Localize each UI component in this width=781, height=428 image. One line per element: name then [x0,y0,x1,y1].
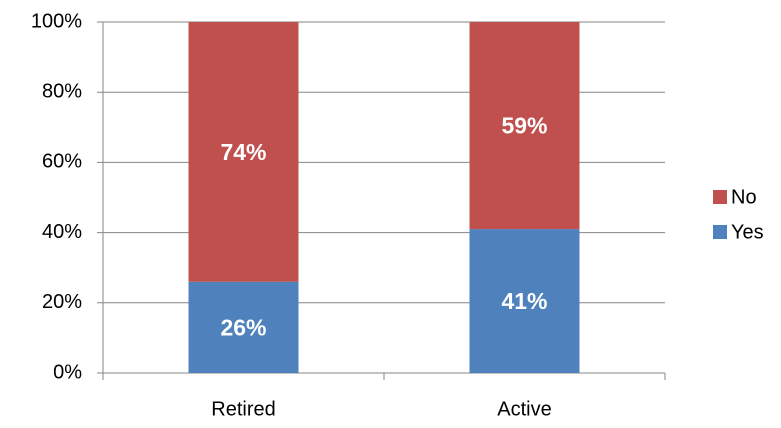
legend-label: No [731,186,757,208]
value-label: 41% [501,288,547,314]
y-tick-label: 60% [42,151,82,173]
legend-label: Yes [731,221,764,243]
value-label: 74% [220,139,266,165]
y-tick-label: 40% [42,221,82,243]
y-tick-label: 0% [53,361,82,383]
y-tick-label: 100% [31,10,82,32]
legend-swatch [713,190,727,204]
value-label: 26% [220,314,266,340]
bar-segment [469,229,580,373]
y-tick-label: 20% [42,291,82,313]
bar-segment [188,281,299,373]
bar-segment [469,22,580,230]
y-tick-label: 80% [42,80,82,102]
bar-segment [188,22,299,282]
legend-swatch [713,225,727,239]
x-tick-label: Retired [211,398,275,420]
value-label: 59% [501,113,547,139]
x-tick-label: Active [497,398,551,420]
